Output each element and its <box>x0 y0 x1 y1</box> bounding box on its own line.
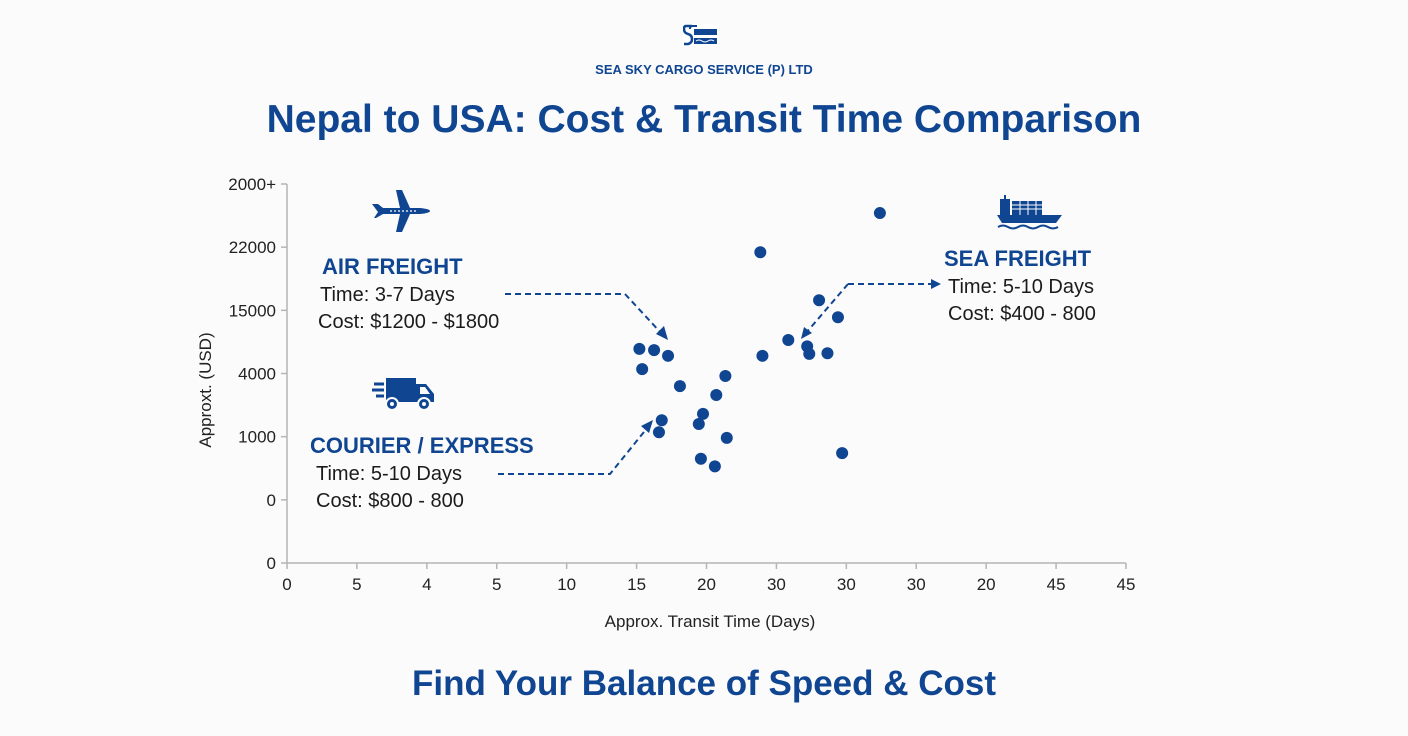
data-point <box>782 334 795 347</box>
courier-heading: COURIER / EXPRESS <box>310 433 534 458</box>
air-freight-cost: Cost: $1200 - $1800 <box>318 311 500 333</box>
data-point <box>673 380 686 393</box>
air-freight-heading: AIR FREIGHT <box>322 254 463 279</box>
data-point <box>710 388 723 401</box>
data-point <box>831 311 844 324</box>
data-point <box>813 294 826 307</box>
data-point <box>655 414 668 427</box>
x-tick-label: 30 <box>907 575 926 594</box>
data-point <box>719 370 732 383</box>
x-axis-label: Approx. Transit Time (Days) <box>605 612 816 631</box>
data-point <box>636 363 649 376</box>
cargo-ship-icon <box>997 195 1062 230</box>
sea-sky-logo <box>683 24 719 46</box>
data-point <box>648 344 661 357</box>
sea-freight-time: Time: 5-10 Days <box>948 276 1094 298</box>
sea-freight-heading: SEA FREIGHT <box>944 246 1092 271</box>
data-point <box>694 452 707 465</box>
airplane-icon <box>372 190 430 232</box>
delivery-truck-icon <box>372 378 434 411</box>
data-point <box>692 418 705 431</box>
sea-freight-cost: Cost: $400 - 800 <box>948 303 1096 325</box>
courier-arrow <box>498 426 649 475</box>
data-point <box>652 426 665 439</box>
x-tick-label: 20 <box>697 575 716 594</box>
x-tick-label: 0 <box>282 575 291 594</box>
data-point <box>821 347 834 360</box>
y-axis-label: Approxt. (USD) <box>196 332 215 447</box>
x-tick-label: 5 <box>352 575 361 594</box>
data-point <box>662 349 675 362</box>
data-point <box>754 246 767 259</box>
x-tick-label: 10 <box>557 575 576 594</box>
y-tick-label: 1000 <box>238 428 276 447</box>
x-tick-label: 20 <box>977 575 996 594</box>
courier-cost: Cost: $800 - 800 <box>316 490 464 512</box>
x-tick-label: 30 <box>837 575 856 594</box>
data-point <box>836 447 849 460</box>
y-tick-label: 4000 <box>238 365 276 384</box>
tagline: Find Your Balance of Speed & Cost <box>411 664 997 703</box>
company-name: SEA SKY CARGO SERVICE (P) LTD <box>595 62 813 77</box>
y-tick-label: 2000+ <box>228 175 276 194</box>
y-tick-label: 22000 <box>229 238 276 257</box>
air-freight-time: Time: 3-7 Days <box>320 284 455 306</box>
y-tick-label: 0 <box>267 491 276 510</box>
data-point <box>708 460 721 473</box>
x-tick-label: 45 <box>1117 575 1136 594</box>
data-point <box>803 347 816 360</box>
data-point <box>873 207 886 220</box>
x-tick-label: 4 <box>422 575 431 594</box>
sea-arrowhead-right <box>931 279 941 289</box>
courier-arrowhead <box>641 420 653 433</box>
y-tick-label: 0 <box>267 554 276 573</box>
sea-arrow-left <box>805 283 849 334</box>
x-tick-label: 30 <box>767 575 786 594</box>
data-point <box>697 407 710 420</box>
air-arrowhead <box>656 326 668 340</box>
page-title: Nepal to USA: Cost & Transit Time Compar… <box>266 98 1142 141</box>
sea-arrowhead-left <box>801 327 812 339</box>
air-arrow <box>505 293 663 335</box>
y-tick-label: 15000 <box>229 301 276 320</box>
x-tick-label: 45 <box>1047 575 1066 594</box>
data-point <box>756 349 769 362</box>
data-point <box>633 342 646 355</box>
data-point <box>720 431 733 444</box>
x-tick-label: 5 <box>492 575 501 594</box>
x-tick-label: 15 <box>627 575 646 594</box>
courier-time: Time: 5-10 Days <box>316 463 462 485</box>
